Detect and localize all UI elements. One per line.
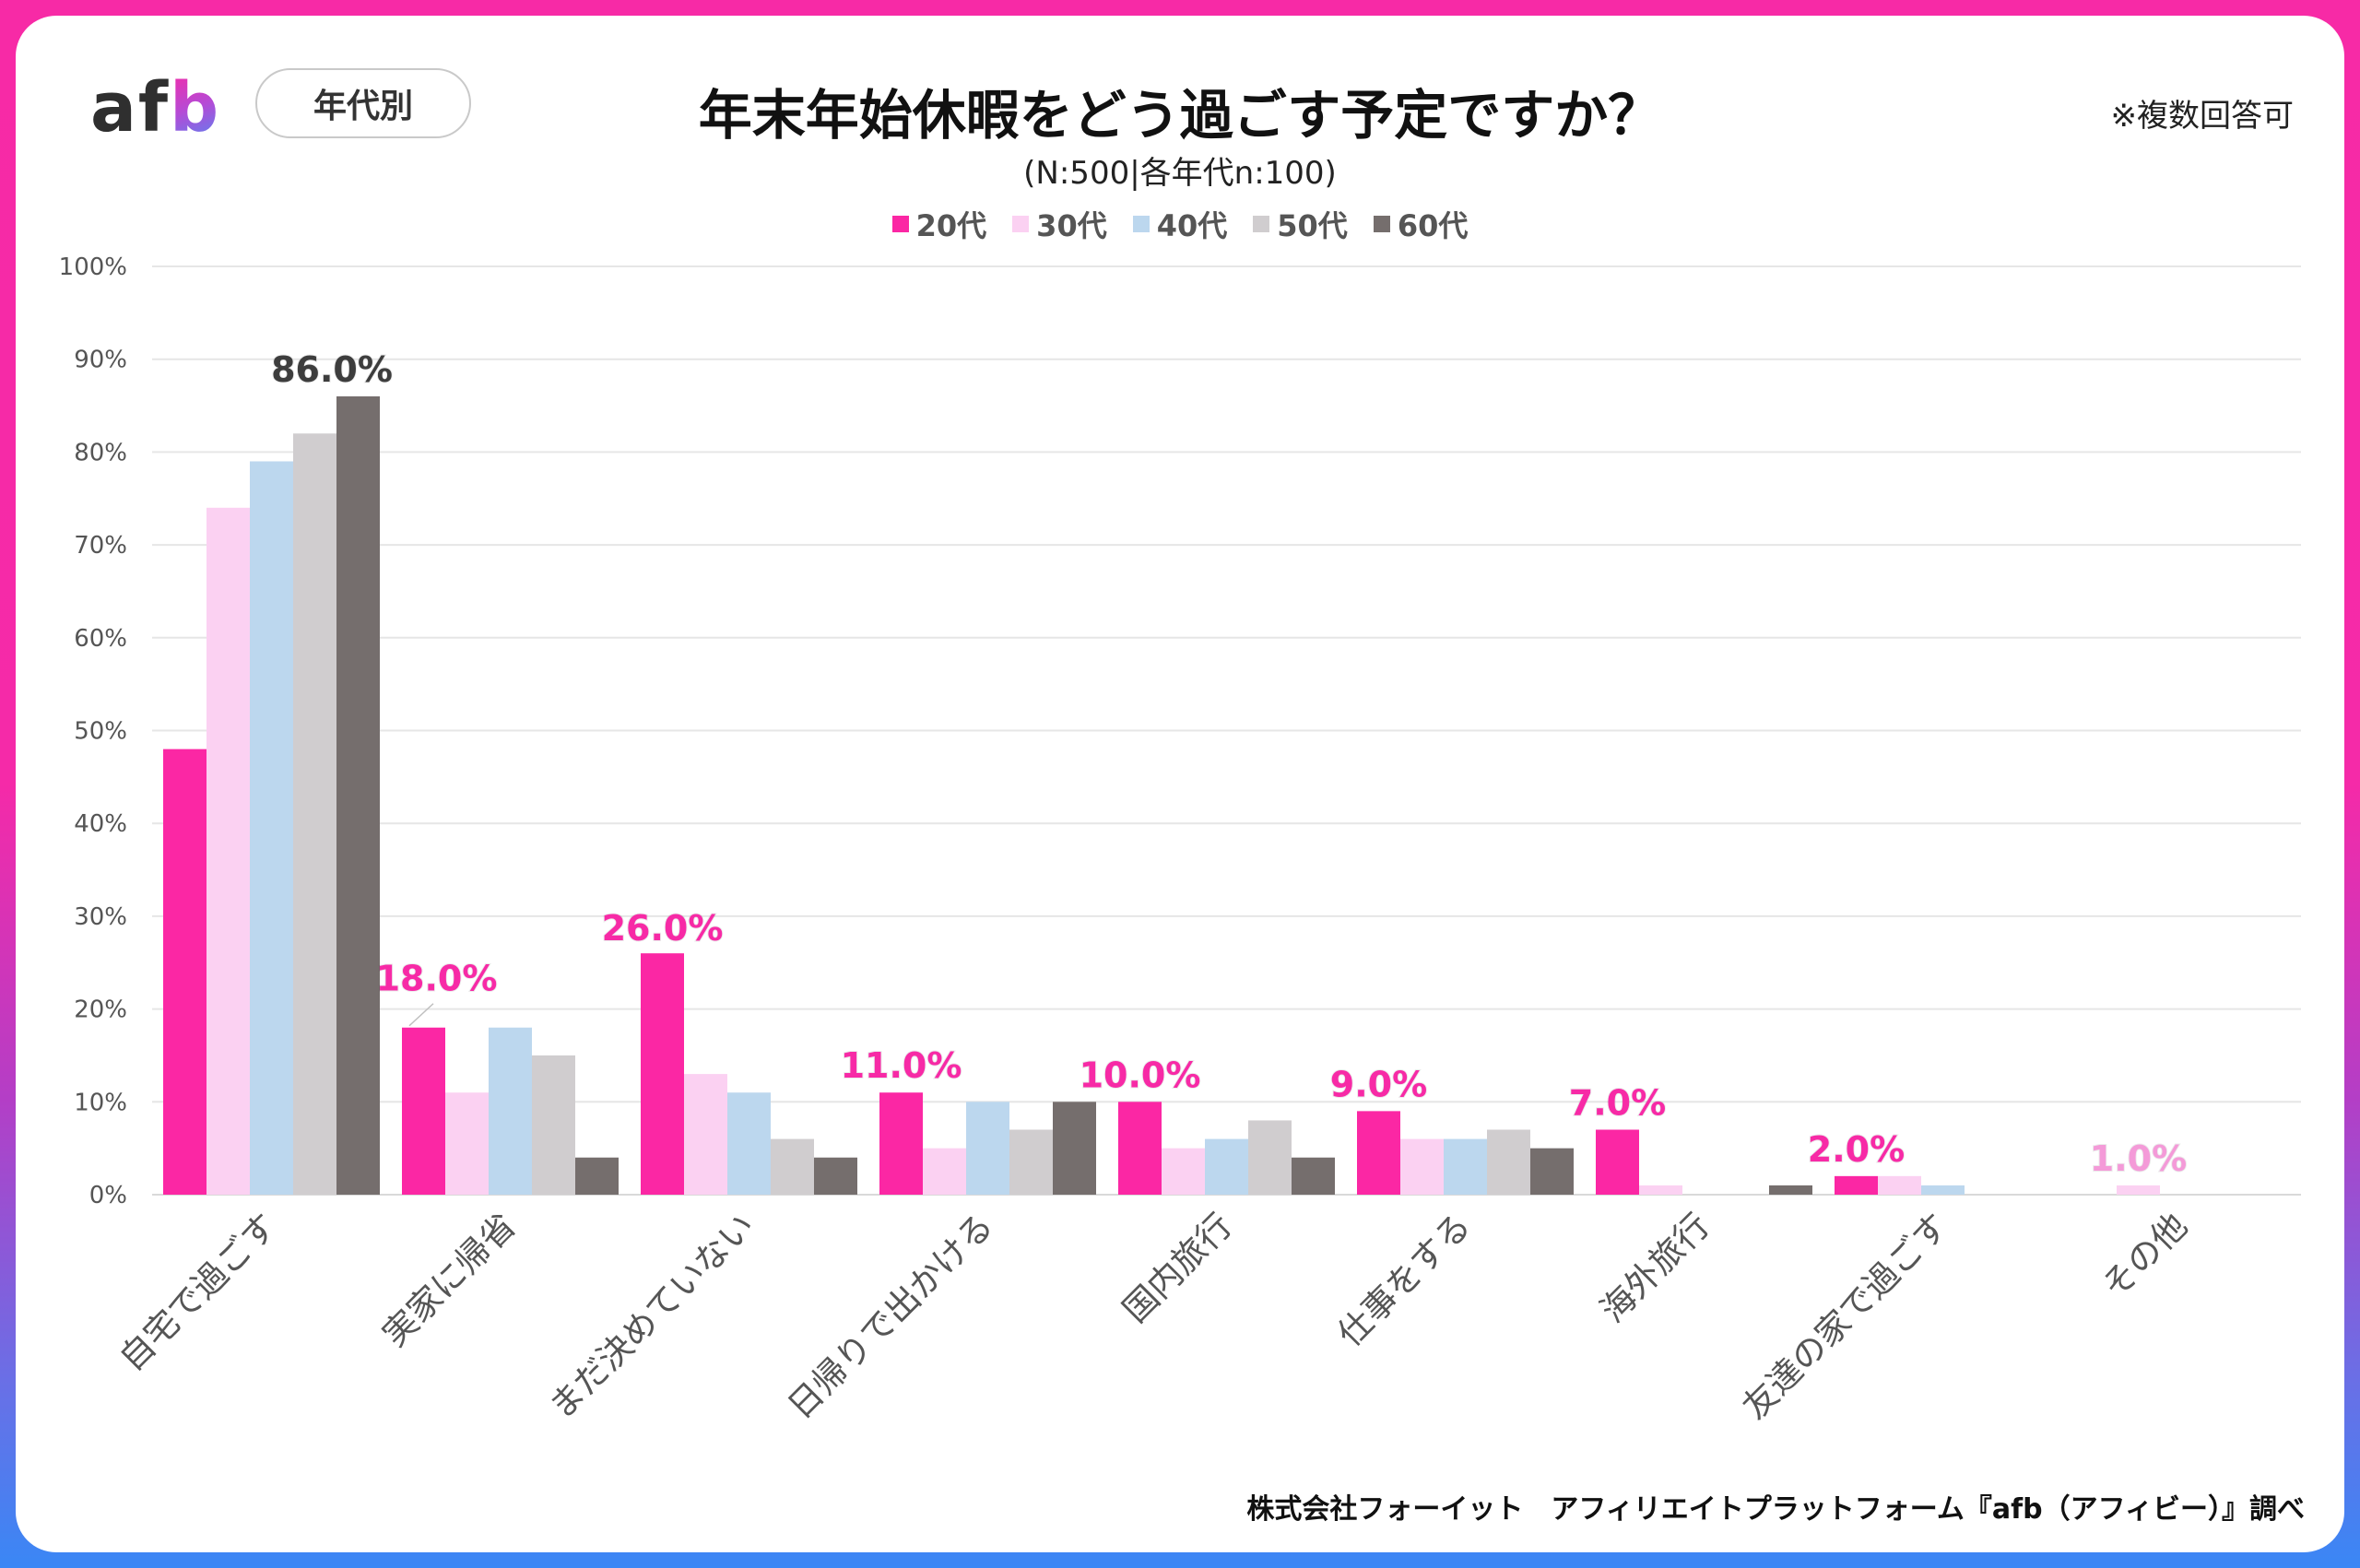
logo-text: af	[90, 68, 171, 147]
category-label: 友達の家で過ごす	[1735, 1206, 1956, 1427]
bar-30代	[206, 507, 250, 1195]
y-tick-label: 50%	[74, 718, 127, 746]
afb-logo: afb	[90, 74, 220, 142]
data-label: 10.0%	[1080, 1055, 1201, 1095]
y-tick-label: 90%	[74, 347, 127, 374]
category-label: 日帰りで出かける	[780, 1206, 1001, 1427]
bar-60代	[336, 395, 380, 1196]
bar-20代	[402, 1027, 445, 1195]
bar-60代	[1292, 1157, 1335, 1195]
bar-20代	[641, 953, 684, 1195]
bar-20代	[163, 749, 206, 1195]
legend-swatch-icon	[1012, 216, 1030, 232]
category-label: 自宅で過ごす	[112, 1206, 285, 1379]
data-label: 2.0%	[1808, 1129, 1905, 1170]
bar-40代	[727, 1092, 771, 1195]
category-label: 国内旅行	[1115, 1206, 1240, 1330]
y-tick-label: 80%	[74, 439, 127, 466]
bar-30代	[923, 1148, 966, 1195]
y-tick-label: 0%	[89, 1182, 127, 1209]
legend-label: 50代	[1277, 208, 1348, 243]
bar-50代	[1248, 1120, 1292, 1195]
bar-50代	[1487, 1129, 1530, 1195]
bar-40代	[489, 1027, 532, 1195]
bar-30代	[684, 1074, 727, 1195]
bar-50代	[1009, 1129, 1053, 1195]
data-label: 18.0%	[376, 959, 498, 999]
category-label: 海外旅行	[1593, 1206, 1717, 1330]
source-credit: 株式会社フォーイット アフィリエイトプラットフォーム『afb（アフィビー）』調べ	[1246, 1493, 2305, 1526]
bar-30代	[1639, 1185, 1682, 1195]
bar-30代	[2117, 1185, 2160, 1195]
category-label: 仕事をする	[1330, 1206, 1479, 1354]
data-label: 26.0%	[602, 908, 724, 949]
bar-20代	[1835, 1175, 1878, 1195]
bar-30代	[1400, 1138, 1444, 1195]
chart-legend: 20代 30代 40代 50代 60代	[0, 203, 2360, 245]
y-tick-label: 70%	[74, 532, 127, 560]
bar-60代	[575, 1157, 619, 1195]
leader-line	[408, 1003, 434, 1027]
legend-item: 60代	[1373, 203, 1469, 245]
legend-item: 20代	[891, 203, 987, 245]
legend-item: 50代	[1253, 203, 1348, 245]
y-tick-label: 10%	[74, 1089, 127, 1116]
legend-item: 30代	[1012, 203, 1107, 245]
bar-60代	[1769, 1185, 1812, 1195]
chart-card	[16, 16, 2344, 1552]
data-label: 1.0%	[2090, 1138, 2187, 1179]
bar-50代	[771, 1138, 814, 1195]
y-tick-label: 60%	[74, 625, 127, 653]
bar-20代	[1357, 1111, 1400, 1195]
legend-label: 20代	[915, 208, 987, 243]
y-tick-label: 20%	[74, 996, 127, 1024]
legend-swatch-icon	[891, 216, 909, 232]
legend-swatch-icon	[1373, 216, 1390, 232]
legend-label: 40代	[1156, 208, 1228, 243]
data-label: 9.0%	[1330, 1064, 1427, 1104]
legend-label: 30代	[1036, 208, 1107, 243]
bar-40代	[1444, 1138, 1487, 1195]
legend-item: 40代	[1132, 203, 1228, 245]
bar-20代	[1596, 1129, 1639, 1195]
segment-pill: 年代別	[255, 68, 471, 138]
category-label: その他	[2094, 1206, 2195, 1306]
bar-50代	[532, 1055, 575, 1195]
bar-40代	[250, 461, 293, 1196]
category-label: まだ決めていない	[541, 1206, 762, 1427]
y-tick-label: 100%	[59, 253, 127, 281]
data-label: 11.0%	[841, 1045, 962, 1086]
bar-30代	[1162, 1148, 1205, 1195]
y-tick-label: 30%	[74, 903, 127, 931]
bar-20代	[879, 1092, 923, 1195]
category-label: 実家に帰省	[375, 1206, 524, 1354]
bar-20代	[1118, 1102, 1162, 1195]
data-label: 86.0%	[271, 349, 393, 390]
y-tick-label: 40%	[74, 810, 127, 838]
chart-title: 年末年始休暇をどう過ごす予定ですか？	[698, 84, 1662, 147]
bar-60代	[1530, 1148, 1574, 1195]
legend-swatch-icon	[1253, 216, 1270, 232]
chart-subtitle: (N:500|各年代n:100)	[1023, 155, 1337, 192]
logo-text-b: b	[170, 68, 221, 147]
legend-label: 60代	[1397, 208, 1469, 243]
bar-50代	[293, 433, 336, 1195]
bar-60代	[1053, 1102, 1096, 1195]
bar-40代	[1921, 1185, 1965, 1195]
data-label: 7.0%	[1569, 1083, 1666, 1124]
bar-30代	[1878, 1175, 1921, 1195]
bar-40代	[966, 1102, 1009, 1195]
bar-60代	[814, 1157, 857, 1195]
bar-40代	[1205, 1138, 1248, 1195]
bar-30代	[445, 1092, 489, 1195]
legend-swatch-icon	[1132, 216, 1150, 232]
multiple-answer-note: ※複数回答可	[2110, 98, 2295, 135]
